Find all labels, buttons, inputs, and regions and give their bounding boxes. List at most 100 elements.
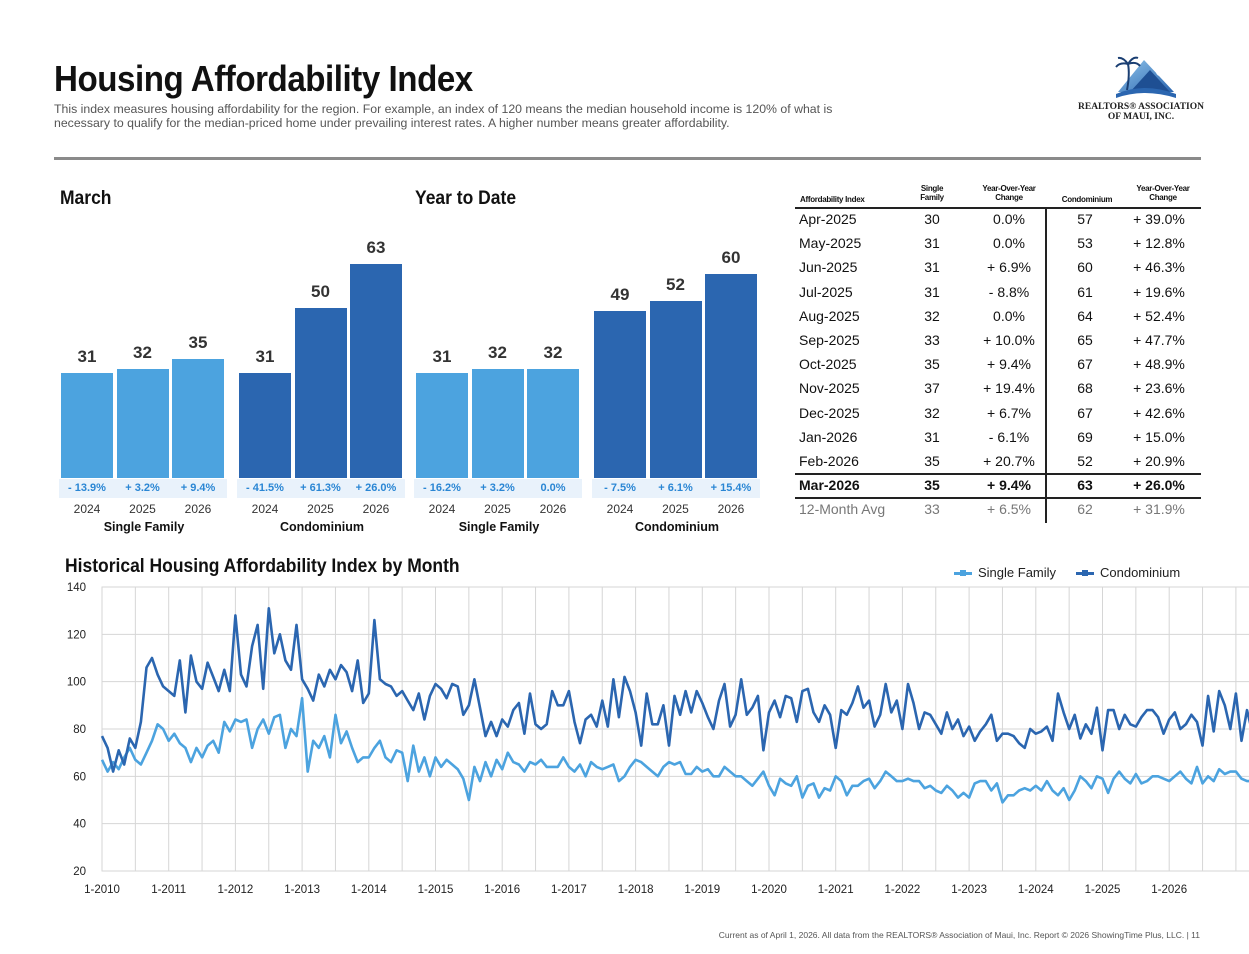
cell-condo-value: 67: [1077, 356, 1093, 373]
table-row: 12-Month Avg 33 + 6.5% 62 + 31.9%: [795, 498, 1201, 522]
cell-condo-value: 68: [1077, 380, 1093, 397]
cell-sf-change: + 20.7%: [983, 453, 1035, 469]
table-row: May-2025 31 0.0% 53 + 12.8%: [795, 232, 1201, 256]
table-row-separator: [795, 497, 1201, 499]
cell-sf-value: 31: [924, 283, 940, 300]
th-condo-yoy-change: Year-Over-Year Change: [1136, 184, 1190, 202]
cell-condo-change: + 12.8%: [1133, 235, 1185, 252]
th-condominium: Condominium: [1061, 195, 1113, 204]
bar-value-label: 35: [188, 333, 208, 352]
cell-sf-change: + 6.9%: [987, 259, 1031, 276]
cell-sf-change: + 6.5%: [987, 501, 1031, 518]
change-label: + 6.1%: [658, 482, 693, 494]
cell-condo-value: 53: [1077, 235, 1093, 252]
cell-month: Jan-2026: [799, 428, 858, 445]
cell-month: Mar-2026: [799, 477, 860, 494]
cell-month: Apr-2025: [799, 211, 857, 227]
table-row: Aug-2025 32 0.0% 64 + 52.4%: [795, 305, 1201, 329]
cell-month: May-2025: [799, 235, 862, 252]
y-tick-label: 80: [73, 724, 86, 736]
x-tick-label: 1-2015: [418, 884, 454, 896]
year-label: 2025: [307, 502, 334, 516]
cell-condo-change: + 15.0%: [1133, 428, 1185, 445]
bar-value-label: 63: [366, 237, 386, 257]
y-tick-label: 60: [73, 771, 86, 783]
change-band: [237, 479, 405, 498]
year-label: 2026: [362, 502, 390, 516]
page-subtitle: This index measures housing affordabilit…: [54, 102, 833, 130]
cell-condo-value: 67: [1077, 404, 1093, 421]
cell-sf-value: 33: [924, 501, 940, 518]
cell-condo-change: + 23.6%: [1133, 380, 1185, 397]
table-row: Dec-2025 32 + 6.7% 67 + 42.6%: [795, 402, 1201, 426]
group-label: Condominium: [634, 520, 719, 534]
bar-value-label: 32: [133, 343, 152, 363]
cell-condo-value: 62: [1077, 501, 1093, 518]
bar: [294, 308, 347, 478]
cell-condo-change: + 31.9%: [1133, 501, 1185, 518]
x-tick-label: 1-2024: [1018, 884, 1054, 896]
x-tick-label: 1-2025: [1085, 884, 1121, 896]
legend-label-condo: Condominium: [1100, 565, 1181, 580]
page-title: Housing Affordability Index: [54, 58, 473, 99]
cell-sf-change: - 6.1%: [988, 428, 1030, 445]
year-label: 2024: [251, 502, 279, 516]
cell-condo-change: + 46.3%: [1133, 259, 1185, 276]
bar: [61, 372, 113, 478]
bar-value-label: 31: [255, 346, 275, 366]
change-band: [59, 479, 227, 498]
cell-sf-change: 0.0%: [993, 307, 1025, 324]
group-label: Condominium: [279, 520, 364, 534]
cell-condo-value: 64: [1077, 307, 1093, 324]
x-tick-label: 1-2021: [818, 884, 854, 896]
change-band: [414, 479, 582, 498]
cell-condo-change: + 48.9%: [1133, 356, 1185, 373]
group-label: Single Family: [103, 520, 185, 534]
series-line-single-family: [100, 696, 1249, 804]
change-label: - 7.5%: [604, 482, 636, 494]
logo-line-1: REALTORS® ASSOCIATION: [1078, 102, 1204, 112]
cell-sf-value: 31: [924, 259, 940, 276]
footer-note: Current as of April 1, 2026. All data fr…: [718, 930, 1200, 940]
cell-sf-value: 35: [924, 477, 940, 494]
y-tick-label: 140: [67, 582, 86, 594]
th-affordability-index: Affordability Index: [800, 195, 865, 204]
bar-value-label: 32: [488, 343, 507, 363]
y-tick-label: 20: [73, 866, 86, 878]
year-label: 2026: [184, 502, 212, 516]
cell-sf-value: 31: [924, 235, 940, 252]
change-label: + 26.0%: [355, 482, 397, 494]
cell-sf-change: + 19.4%: [983, 380, 1035, 397]
x-tick-label: 1-2026: [1151, 884, 1187, 896]
change-label: 0.0%: [540, 482, 566, 494]
year-label: 2025: [129, 502, 156, 516]
logo-line-2: OF MAUI, INC.: [1107, 112, 1175, 122]
th-single-family: Single Family: [920, 184, 944, 202]
bar: [350, 263, 402, 478]
bar: [527, 369, 579, 478]
x-tick-label: 1-2022: [884, 884, 920, 896]
year-label: 2024: [606, 502, 634, 516]
x-tick-label: 1-2011: [151, 884, 186, 896]
y-tick-label: 40: [73, 819, 86, 831]
change-label: - 41.5%: [246, 482, 284, 494]
x-tick-label: 1-2016: [484, 884, 520, 896]
march-chart-title: March: [60, 188, 112, 209]
cell-sf-value: 32: [924, 404, 940, 421]
cell-condo-change: + 39.0%: [1133, 211, 1185, 227]
series-line-condominium: [100, 606, 1249, 773]
cell-sf-change: - 8.8%: [988, 283, 1030, 300]
cell-sf-value: 32: [924, 307, 940, 324]
year-label: 2025: [484, 502, 511, 516]
cell-condo-change: + 42.6%: [1133, 404, 1185, 421]
table-row: Jan-2026 31 - 6.1% 69 + 15.0%: [795, 426, 1201, 450]
change-label: - 13.9%: [68, 482, 106, 494]
cell-condo-value: 69: [1077, 428, 1093, 445]
bar-value-label: 31: [432, 346, 452, 366]
cell-sf-change: 0.0%: [993, 235, 1025, 252]
x-tick-label: 1-2023: [951, 884, 987, 896]
x-tick-label: 1-2018: [618, 884, 654, 896]
year-label: 2024: [428, 502, 456, 516]
cell-condo-change: + 47.7%: [1133, 332, 1185, 348]
